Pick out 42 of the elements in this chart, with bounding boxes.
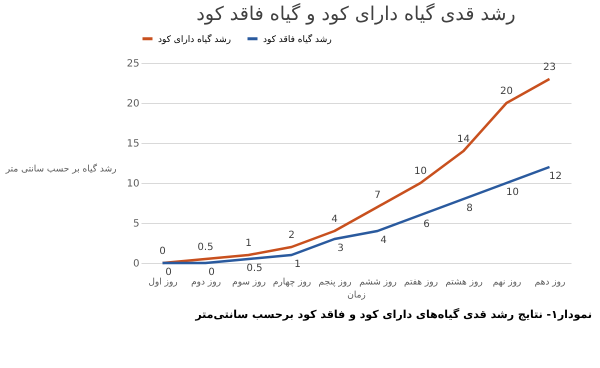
data-label: 4 [331,214,338,225]
chart-title: رشد قدی گیاه دارای کود و گیاه فاقد کود [196,2,516,25]
data-label: 0.5 [198,242,214,253]
y-tick-label: 15 [126,138,140,150]
data-label: 20 [500,86,513,97]
legend-label: رشد گیاه فاقد کود [263,32,332,45]
data-label: 10 [506,187,519,198]
x-tick-label: روز اول [148,278,178,288]
data-label: 23 [543,62,556,73]
y-tick-label: 5 [133,218,140,230]
y-tick-label: 10 [126,178,140,190]
y-axis-title: رشد گیاه بر حسب سانتی متر [4,162,116,174]
text: نمودار۱- نتایج رشد قدی گیاه‌های دارای کود و فاقد کود برحسب سانتی‌متر [194,308,593,321]
y-tick-label: 0 [133,258,140,270]
data-label: 14 [457,134,470,145]
data-label: 0 [165,267,172,278]
data-label: 2 [288,230,295,241]
data-label: 0 [159,246,166,257]
y-tick-label: 20 [126,98,140,110]
data-label: 8 [466,203,473,214]
x-tick-label: روز هفتم [404,278,438,288]
x-tick-label: روز هشتم [445,278,483,288]
x-tick-label: روز دوم [191,278,221,288]
data-label: 3 [337,243,344,254]
data-label: 7 [374,190,381,201]
x-tick-label: روز سوم [232,278,266,288]
data-label: 0.5 [246,263,262,274]
data-label: 1 [294,259,301,270]
data-label: 1 [245,238,252,249]
data-label: 0 [208,267,215,278]
x-tick-label: روز چهارم [272,278,312,288]
data-label: 10 [414,166,427,177]
y-tick-label: 25 [126,58,140,70]
x-axis-title: زمان [347,290,366,300]
x-tick-label: روز ششم [359,278,397,288]
data-label: 12 [549,171,562,182]
legend-label: رشد گیاه دارای کود [158,32,231,45]
data-label: 6 [423,219,430,230]
x-tick-label: روز نهم [492,278,522,288]
data-label: 4 [380,235,387,246]
x-tick-label: روز دهم [534,278,566,288]
x-tick-label: روز پنجم [318,278,352,288]
